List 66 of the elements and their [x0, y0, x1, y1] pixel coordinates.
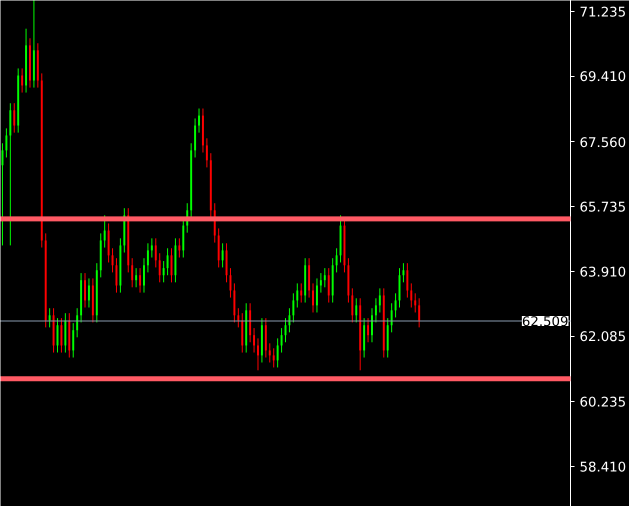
candlestick: [139, 268, 142, 294]
candlestick: [60, 318, 62, 354]
candlestick: [5, 128, 8, 158]
candlestick: [56, 318, 58, 354]
candlestick: [150, 238, 153, 258]
candlestick: [131, 258, 134, 288]
candlestick: [170, 248, 172, 283]
candlestick: [312, 282, 314, 313]
candlestick: [414, 292, 416, 313]
candlestick: [402, 262, 404, 283]
candlestick: [88, 278, 90, 308]
y-tick-label: 58.410: [580, 460, 626, 476]
candlestick: [222, 242, 224, 268]
candlestick: [378, 288, 381, 313]
candlestick: [229, 268, 232, 298]
candlestick: [104, 214, 106, 248]
candlestick: [418, 298, 420, 328]
candlestick: [115, 258, 118, 294]
candlestick: [367, 318, 370, 343]
candlestick: [394, 292, 397, 318]
y-tick-label: 63.910: [580, 265, 626, 280]
candlestick: [1, 142, 4, 246]
candlestick: [76, 308, 78, 338]
candlestick: [198, 108, 200, 134]
candlestick: [316, 278, 318, 313]
candlestick: [300, 282, 302, 304]
candlestick: [237, 308, 240, 328]
candlestick: [324, 268, 326, 288]
candlestick: [257, 338, 259, 371]
ref-line-label: 62.509: [522, 315, 569, 330]
candlestick: [280, 328, 283, 354]
candlestick: [268, 342, 271, 363]
candlestick: [284, 318, 286, 343]
candlestick: [320, 272, 322, 294]
candlestick: [296, 282, 298, 308]
candlestick: [146, 242, 149, 273]
candlestick: [154, 238, 157, 268]
y-tick-label: 67.560: [580, 136, 626, 151]
candlestick: [166, 248, 169, 276]
y-tick-label: 69.410: [580, 70, 626, 86]
candlestick: [21, 68, 24, 94]
candlestick: [253, 328, 256, 354]
candlestick: [143, 258, 145, 294]
candlestick: [162, 260, 165, 283]
candlestick: [84, 272, 86, 308]
candlestick: [374, 298, 377, 323]
candlestick: [158, 252, 161, 283]
candlestick: [276, 338, 279, 368]
candlestick: [292, 292, 294, 323]
candlestick: [135, 268, 138, 288]
candlestick: [272, 348, 275, 368]
candlestick: [178, 238, 180, 258]
candlestick: [206, 138, 208, 168]
candlestick: [48, 308, 51, 328]
y-tick-label: 71.235: [580, 5, 626, 20]
y-tick-label: 60.235: [580, 396, 626, 411]
candlestick: [371, 308, 373, 343]
candlestick: [406, 262, 408, 298]
candlestick: [336, 248, 338, 273]
candlestick: [410, 282, 412, 308]
candlestick: [112, 248, 114, 273]
candlestick: [72, 322, 74, 358]
y-tick-label: 65.735: [580, 200, 626, 216]
candlestick: [390, 302, 393, 333]
y-tick-label: 62.085: [580, 330, 626, 346]
candlestick: [351, 288, 354, 323]
